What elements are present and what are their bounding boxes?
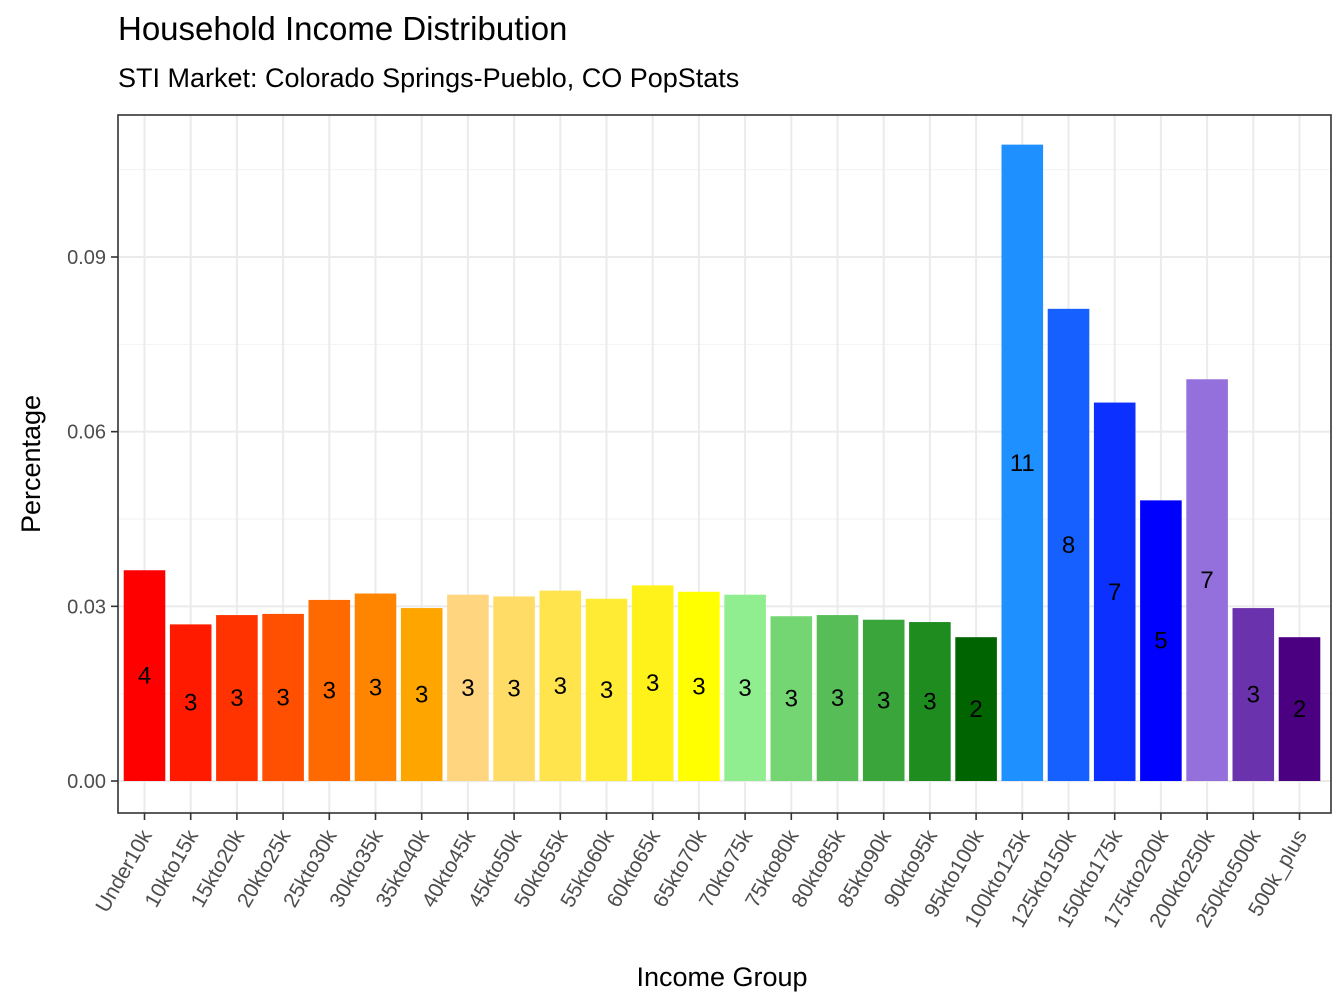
bar-65kto70k [678,591,720,781]
bar-label: 3 [369,674,382,701]
bar-label: 3 [1247,682,1260,709]
bar-55kto60k [585,598,628,781]
bar-50kto55k [539,590,582,781]
bars [123,144,1321,781]
chart-subtitle: STI Market: Colorado Springs-Pueblo, CO … [118,63,740,93]
bar-label: 7 [1200,567,1213,594]
bar-250kto500k [1232,608,1275,781]
bar-labels: 4 3 3 3 3 3 3 3 3 3 3 3 3 3 3 3 3 3 2 11 8 7 5 7 3 2 [138,450,1306,723]
chart-title: Household Income Distribution [118,10,568,47]
bar-125kto150k [1047,308,1090,781]
bar-label: 3 [831,685,844,712]
x-axis-title: Income Group [636,962,807,992]
bar-label: 3 [554,673,567,700]
bar-label: 2 [1293,696,1306,723]
y-axis-title: Percentage [16,395,46,533]
bar-label: 7 [1108,579,1121,606]
bar-label: 3 [461,675,474,702]
bar-label: 2 [969,696,982,723]
bar-label: 3 [276,684,289,711]
y-tick-label: 0.00 [67,771,106,793]
bar-100kto125k [1001,144,1044,781]
y-tick-label: 0.03 [67,596,106,618]
bar-80kto85k [816,615,859,781]
bar-35kto40k [400,608,443,781]
x-axis: Under10k10kto15k15kto20k20kto25k25kto30k… [91,813,1312,932]
bar-45kto50k [493,596,535,781]
bar-Under10k [123,570,166,781]
bar-20kto25k [262,613,304,781]
bar-150kto175k [1093,402,1136,781]
bar-label: 3 [184,690,197,717]
bar-label: 3 [738,675,751,702]
bar-label: 3 [507,676,520,703]
bar-label: 3 [600,677,613,704]
bar-label: 3 [877,687,890,714]
bar-90kto95k [909,622,951,781]
bar-70kto75k [724,594,766,781]
bar-label: 3 [692,673,705,700]
bar-label: 4 [138,663,151,690]
bar-500k_plus [1278,637,1321,781]
bar-label: 3 [646,670,659,697]
y-tick-label: 0.09 [67,247,106,269]
bar-40kto45k [447,594,489,781]
bar-175kto200k [1140,500,1182,781]
bar-label: 3 [230,685,243,712]
bar-label: 3 [415,682,428,709]
bar-label: 5 [1154,628,1167,655]
bar-label: 3 [323,677,336,704]
y-tick-label: 0.06 [67,422,106,444]
bar-200kto250k [1186,379,1228,781]
y-axis: 0.00 0.03 0.06 0.09 [67,247,118,793]
bar-label: 3 [785,686,798,713]
bar-60kto65k [631,585,674,781]
bar-10kto15k [169,624,212,781]
bar-label: 3 [923,689,936,716]
bar-85kto90k [862,619,905,781]
bar-30kto35k [354,593,397,781]
bar-15kto20k [216,615,258,781]
bar-25kto30k [308,599,351,781]
bar-label: 11 [1010,450,1035,477]
bar-95kto100k [955,637,997,781]
plot-border [117,114,1332,814]
bar-label: 8 [1062,532,1075,559]
bar-75kto80k [770,616,813,781]
